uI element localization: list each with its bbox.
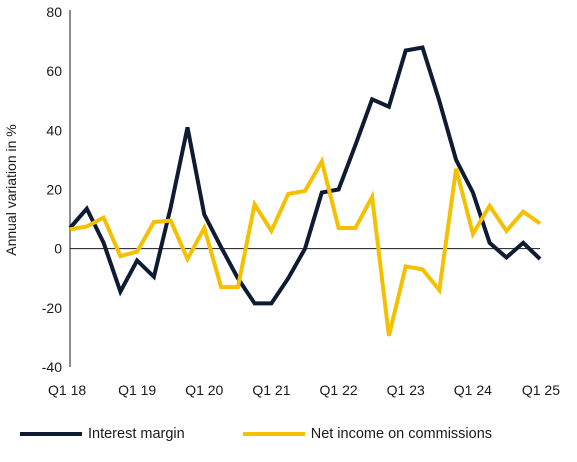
legend-label-interest-margin: Interest margin [88, 426, 185, 442]
legend: Interest margin Net income on commission… [20, 426, 550, 442]
x-tick-label: Q1 19 [118, 382, 156, 398]
y-axis-label: Annual variation in % [3, 124, 19, 256]
y-tick-label: 20 [46, 182, 62, 198]
y-tick-label: 80 [46, 4, 62, 20]
y-tick-label: 40 [46, 122, 62, 138]
x-tick-label: Q1 23 [387, 382, 425, 398]
legend-swatch-interest-margin [20, 432, 82, 436]
series-line-interest-margin [68, 45, 542, 306]
x-tick-label: Q1 22 [320, 382, 358, 398]
x-tick-label: Q1 21 [252, 382, 290, 398]
x-tick-label: Q1 18 [48, 382, 86, 398]
legend-swatch-net-income [242, 432, 305, 436]
legend-item-net-income: Net income on commissions [242, 426, 493, 442]
line-chart: Annual variation in % -40 -20 0 20 40 60 80 Q1… [3, 4, 560, 398]
legend-label-net-income: Net income on commissions [310, 426, 493, 442]
y-tick-label: -20 [42, 300, 62, 316]
x-tick-label: Q1 20 [185, 382, 223, 398]
series-line-net-income [69, 156, 542, 337]
y-tick-label: 0 [54, 241, 62, 257]
x-tick-label: Q1 24 [454, 382, 492, 398]
y-tick-label: 60 [46, 63, 62, 79]
legend-item-interest-margin: Interest margin [20, 426, 185, 442]
y-tick-label: -40 [42, 359, 62, 375]
x-tick-label: Q1 25 [522, 382, 560, 398]
